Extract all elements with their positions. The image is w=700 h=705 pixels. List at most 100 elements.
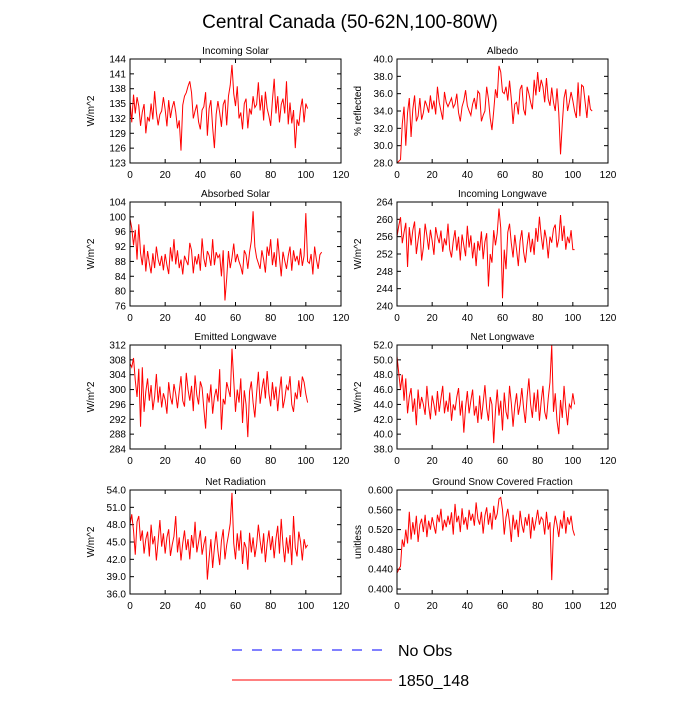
x-tick-label: 120 [600, 170, 617, 181]
y-tick-label: 80 [115, 287, 127, 298]
series-line [129, 211, 323, 301]
y-tick-label: 46.0 [374, 385, 394, 396]
x-tick-label: 100 [564, 601, 581, 612]
panel-title: Albedo [487, 46, 519, 57]
y-tick-label: 39.0 [107, 572, 127, 583]
y-tick-label: 260 [376, 215, 393, 226]
y-tick-label: 84 [115, 272, 127, 283]
x-tick-label: 80 [532, 313, 544, 324]
x-tick-label: 20 [160, 170, 172, 181]
plot-frame [129, 344, 342, 450]
series-line [129, 64, 309, 151]
x-tick-label: 60 [230, 601, 242, 612]
x-tick-label: 60 [497, 456, 509, 467]
y-tick-label: 135 [109, 99, 126, 110]
x-tick-label: 40 [195, 313, 207, 324]
y-tick-label: 132 [109, 114, 126, 125]
x-tick-label: 60 [497, 170, 509, 181]
y-tick-label: 0.440 [368, 565, 393, 576]
panel-incoming-longwave: Incoming Longwave W/m^2 0 20 40 60 80 100 120 240… [353, 189, 617, 324]
y-axis-label: W/m^2 [353, 381, 364, 412]
y-tick-label: 244 [376, 284, 393, 295]
panel-title: Net Longwave [471, 332, 535, 343]
x-tick-label: 120 [600, 456, 617, 467]
x-tick-label: 100 [297, 313, 314, 324]
x-tick-label: 100 [297, 170, 314, 181]
y-tick-label: 96 [115, 227, 127, 238]
y-tick-label: 54.0 [107, 486, 127, 497]
series-line [396, 65, 593, 164]
panel-emitted-longwave: Emitted Longwave W/m^2 0 20 40 60 80 100 120 284 2… [86, 332, 350, 467]
x-tick-label: 100 [564, 170, 581, 181]
plot-frame [396, 201, 609, 307]
y-tick-label: 36.0 [374, 89, 394, 100]
x-tick-label: 20 [160, 313, 172, 324]
legend-label-no-obs: No Obs [398, 643, 452, 660]
x-tick-label: 40 [462, 456, 474, 467]
y-tick-label: 0.480 [368, 545, 393, 556]
y-tick-label: 0.520 [368, 525, 393, 536]
x-tick-label: 80 [265, 456, 277, 467]
x-tick-label: 80 [532, 601, 544, 612]
x-tick-label: 60 [230, 456, 242, 467]
series-line [129, 492, 309, 580]
panel-title: Net Radiation [205, 477, 266, 488]
y-tick-label: 50.0 [374, 355, 394, 366]
plot-frame [396, 489, 609, 595]
series-line [129, 348, 309, 438]
panel-incoming-solar: Incoming Solar W/m^2 0 20 40 60 80 100 120 123 126… [86, 46, 350, 181]
y-tick-label: 52.0 [374, 341, 394, 352]
panel-ground-snow-covered-fraction: Ground Snow Covered Fraction unitless 0 20 4… [353, 477, 617, 612]
panel-title: Ground Snow Covered Fraction [432, 477, 573, 488]
y-tick-label: 292 [109, 415, 126, 426]
x-tick-label: 0 [127, 313, 133, 324]
legend-label-1850-148: 1850_148 [398, 673, 469, 690]
y-tick-label: 284 [109, 445, 126, 456]
panel-net-radiation: Net Radiation W/m^2 0 20 40 60 80 100 120 36.0 39.… [86, 477, 350, 612]
figure-title: Central Canada (50-62N,100-80W) [202, 12, 498, 33]
y-axis-label: % reflected [353, 86, 364, 136]
y-axis-label: W/m^2 [86, 238, 97, 269]
y-tick-label: 34.0 [374, 107, 394, 118]
y-tick-label: 28.0 [374, 159, 394, 170]
plot-frame [129, 201, 342, 307]
x-tick-label: 60 [497, 601, 509, 612]
x-tick-label: 0 [394, 170, 400, 181]
y-tick-label: 144 [109, 55, 126, 66]
y-tick-label: 304 [109, 370, 126, 381]
x-tick-label: 80 [265, 601, 277, 612]
y-tick-label: 288 [109, 430, 126, 441]
x-tick-label: 20 [427, 170, 439, 181]
y-tick-label: 126 [109, 144, 126, 155]
y-tick-label: 129 [109, 129, 126, 140]
y-tick-label: 256 [376, 232, 393, 243]
x-tick-label: 20 [160, 456, 172, 467]
series-line [396, 496, 576, 581]
panel-title: Emitted Longwave [194, 332, 277, 343]
series-line [396, 208, 575, 299]
plot-frame [129, 58, 342, 164]
panels-group: Incoming Solar W/m^2 0 20 40 60 80 100 120 123 126… [86, 46, 617, 612]
y-axis-label: W/m^2 [353, 238, 364, 269]
y-tick-label: 42.0 [374, 415, 394, 426]
y-tick-label: 38.0 [374, 445, 394, 456]
x-tick-label: 40 [195, 170, 207, 181]
y-tick-label: 308 [109, 355, 126, 366]
x-tick-label: 0 [394, 601, 400, 612]
y-tick-label: 44.0 [374, 400, 394, 411]
y-tick-label: 100 [109, 212, 126, 223]
x-tick-label: 0 [127, 456, 133, 467]
y-tick-label: 48.0 [107, 520, 127, 531]
y-tick-label: 0.560 [368, 505, 393, 516]
y-tick-label: 30.0 [374, 141, 394, 152]
x-tick-label: 80 [265, 170, 277, 181]
y-tick-label: 0.400 [368, 585, 393, 596]
y-tick-label: 248 [376, 267, 393, 278]
x-tick-label: 40 [462, 313, 474, 324]
x-tick-label: 40 [462, 170, 474, 181]
panel-title: Incoming Longwave [458, 189, 547, 200]
y-tick-label: 45.0 [107, 538, 127, 549]
x-tick-label: 0 [394, 456, 400, 467]
plot-frame [396, 58, 609, 164]
series-line [396, 344, 576, 444]
